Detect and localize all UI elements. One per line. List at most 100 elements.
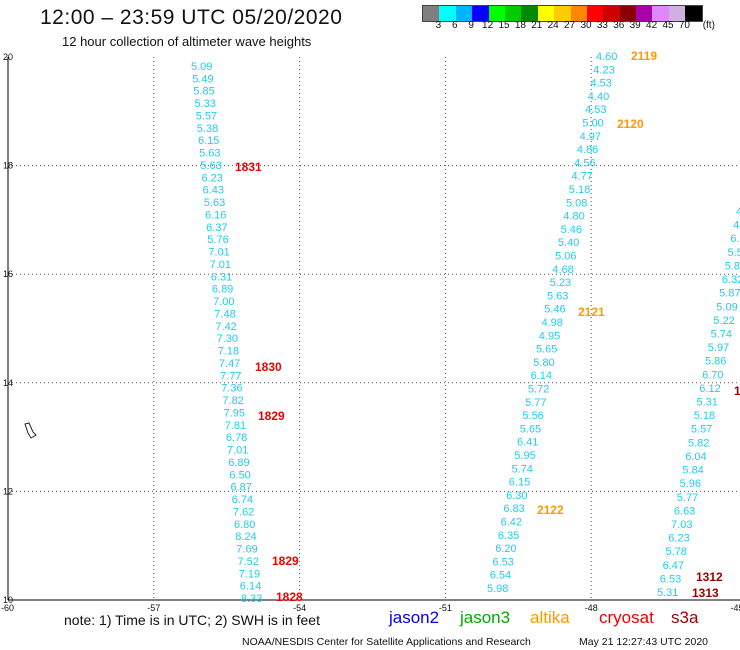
track-value-central: 4.98 [542, 317, 563, 329]
generation-timestamp: May 21 12:27:43 UTC 2020 [579, 636, 708, 648]
color-scale-tick: 24 [547, 20, 559, 31]
track-value-west: 6.14 [240, 581, 261, 593]
track-value-east: 6.70 [702, 369, 723, 381]
track-value-central: 6.14 [531, 370, 552, 382]
wave-height-tracks: 5.095.495.855.335.575.386.155.635.636.23… [191, 51, 740, 605]
credit-text: NOAA/NESDIS Center for Satellite Applica… [242, 636, 531, 648]
track-value-west: 5.33 [195, 98, 216, 110]
longitude-label: -57 [147, 603, 160, 613]
color-scale-unit: (ft) [702, 20, 715, 31]
track-value-central: 5.65 [520, 423, 541, 435]
track-value-east: 5.57 [691, 424, 712, 436]
track-value-central: 4.53 [591, 78, 612, 90]
track-value-central: 5.46 [544, 304, 565, 316]
track-value-central: 5.08 [566, 197, 587, 209]
color-swatch [521, 6, 538, 21]
track-value-east: 5.96 [680, 478, 701, 490]
track-value-central: 4.68 [552, 264, 573, 276]
track-value-west: 5.63 [199, 148, 220, 160]
track-value-central: 6.53 [492, 556, 513, 568]
color-scale-tick: 39 [629, 20, 641, 31]
track-value-central: 4.86 [577, 144, 598, 156]
track-value-east: 6.04 [685, 451, 706, 463]
pass-time-label: 2122 [537, 503, 564, 517]
track-value-west: 7.95 [224, 407, 245, 419]
track-value-west: 5.09 [191, 61, 212, 73]
track-value-east: 5.97 [708, 342, 729, 354]
track-value-central: 5.46 [561, 224, 582, 236]
track-value-west: 7.48 [214, 308, 235, 320]
track-value-west: 5.63 [204, 197, 225, 209]
track-value-west: 6.37 [206, 222, 227, 234]
track-value-central: 4.23 [593, 64, 614, 76]
color-scale-tick: 21 [531, 20, 543, 31]
track-value-west: 6.43 [203, 185, 224, 197]
track-value-west: 7.77 [220, 370, 241, 382]
track-value-west: 6.31 [211, 271, 232, 283]
track-value-central: 5.98 [487, 583, 508, 595]
track-value-central: 5.65 [536, 344, 557, 356]
track-value-west: 7.47 [219, 358, 240, 370]
track-value-central: 4.95 [539, 330, 560, 342]
color-scale-ticks: 3 6 9 12 15 18 21 24 27 30 33 36 39 42 45 70 (ft) [0, 20, 740, 34]
track-value-west: 6.89 [228, 457, 249, 469]
track-value-east: 4. [733, 220, 740, 232]
longitude-label: -48 [585, 603, 598, 613]
pass-time-label: 2120 [617, 117, 644, 131]
color-swatch [554, 6, 571, 21]
track-value-east: 5.82 [688, 437, 709, 449]
legend-jason2: jason2 [389, 608, 440, 627]
color-swatch [472, 6, 489, 21]
track-value-central: 4.60 [596, 51, 617, 63]
axis-labels: 20 18 16 14 12 10-60 -57 -54 -51 -48 -45 [1, 52, 740, 613]
track-value-west: 7.00 [213, 296, 234, 308]
track-value-west: 6.50 [229, 469, 250, 481]
track-value-west: 6.15 [198, 135, 219, 147]
track-value-east: 5.87 [719, 288, 740, 300]
color-scale-tick: 45 [662, 20, 674, 31]
pass-time-label: 2119 [631, 49, 657, 63]
track-value-central: 6.20 [495, 543, 516, 555]
track-value-west: 6.87 [231, 482, 252, 494]
color-swatch [652, 6, 669, 21]
color-scale-tick: 9 [468, 20, 474, 31]
color-swatch [636, 6, 653, 21]
note-text: note: 1) Time is in UTC; 2) SWH is in fe… [64, 612, 320, 628]
color-scale-tick: 33 [596, 20, 608, 31]
track-value-east: 5.31 [697, 397, 718, 409]
track-value-east: 6.53 [660, 573, 681, 585]
track-value-west: 7.19 [239, 568, 260, 580]
pass-time-label: 1312 [696, 570, 723, 584]
track-value-west: 7.42 [215, 321, 236, 333]
track-value-west: 6.16 [205, 210, 226, 222]
track-value-east: 6.12 [699, 383, 720, 395]
track-value-central: 5.77 [525, 397, 546, 409]
track-value-east: 5.87 [725, 260, 740, 272]
track-value-east: 5.18 [694, 410, 715, 422]
color-scale-tick: 42 [646, 20, 658, 31]
track-value-west: 7.62 [233, 506, 254, 518]
pass-time-label: 1830 [255, 360, 282, 374]
latitude-label: 14 [3, 378, 13, 388]
color-swatch [504, 6, 522, 21]
track-value-west: 5.49 [192, 73, 213, 85]
track-value-east: 6.63 [674, 505, 695, 517]
track-value-west: 7.81 [225, 420, 246, 432]
island-outline [24, 422, 37, 439]
color-swatch [537, 6, 555, 21]
color-swatch [488, 6, 505, 21]
color-scale-tick: 6 [452, 20, 458, 31]
track-value-west: 5.63 [200, 160, 221, 172]
pass-time-label: 1313 [692, 586, 719, 600]
track-value-west: 6.74 [232, 494, 253, 506]
track-value-west: 7.82 [222, 395, 243, 407]
pass-time-labels: 2119 2120 1831 2121 1830 1829 2122 1829 1828 1312… [235, 49, 740, 604]
track-value-central: 5.80 [533, 357, 554, 369]
track-value-central: 5.74 [512, 463, 533, 475]
track-value-central: 5.00 [582, 118, 603, 130]
track-value-east: 5.22 [713, 315, 734, 327]
legend-altika: altika [530, 608, 570, 627]
track-value-west: 6.78 [226, 432, 247, 444]
track-value-east: 5.78 [666, 546, 687, 558]
track-value-central: 4.40 [588, 91, 609, 103]
